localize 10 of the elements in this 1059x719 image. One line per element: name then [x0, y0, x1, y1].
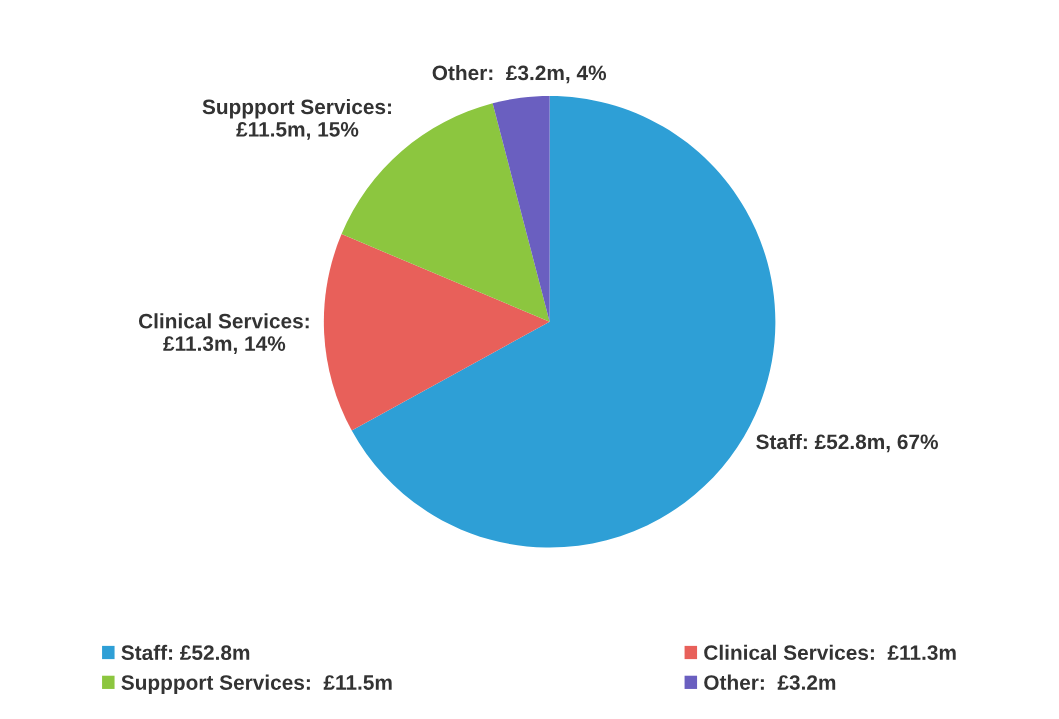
legend-label: Staff: £52.8m — [121, 644, 250, 661]
text: Clinical Services: £11.3m, 14% — [138, 313, 309, 354]
legend-label: Clinical Services: £11.3m — [704, 644, 956, 661]
text: Other: £3.2m, 4% — [432, 64, 607, 84]
pie-slice — [323, 234, 550, 431]
pie-slice — [492, 95, 550, 322]
text: Suppport Services: £11.5m, 15% — [202, 98, 391, 140]
text: Staff: £52.8m, 67% — [756, 433, 938, 453]
legend-label: Suppport Services: £11.5m — [121, 674, 392, 694]
legend-label: Other: £3.2m — [704, 674, 836, 690]
